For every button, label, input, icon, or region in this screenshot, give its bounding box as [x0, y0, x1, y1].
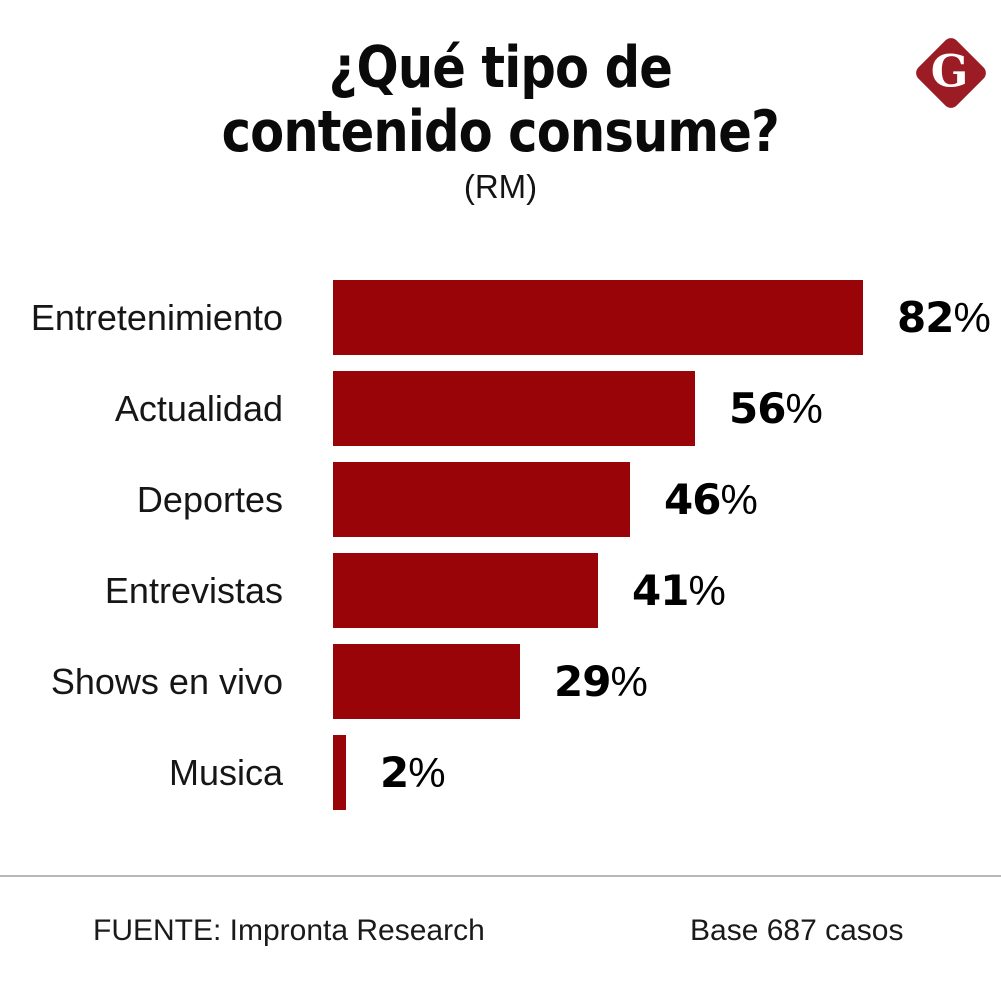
value-label: 41%	[632, 566, 726, 615]
value-unit: %	[610, 658, 648, 705]
bar	[333, 371, 695, 446]
value-unit: %	[720, 476, 758, 523]
bar	[333, 735, 346, 810]
chart-row: Actualidad 56%	[0, 371, 1001, 446]
value-number: 82	[897, 293, 954, 342]
category-label: Musica	[168, 751, 283, 793]
value-unit: %	[785, 385, 823, 432]
value-label: 56%	[729, 384, 823, 433]
value-unit: %	[953, 294, 991, 341]
chart-row: Shows en vivo 29%	[0, 644, 1001, 719]
value-number: 56	[729, 384, 786, 433]
value-unit: %	[688, 567, 726, 614]
bar-zone: 82%	[333, 280, 1001, 355]
bar-chart: Entretenimiento 82% Actualidad 56% Depor…	[0, 280, 1001, 826]
category-label: Entrevistas	[104, 569, 283, 611]
chart-title-line1: ¿Qué tipo de	[328, 35, 673, 101]
value-number: 46	[664, 475, 721, 524]
category-label: Deportes	[136, 478, 283, 520]
bar	[333, 280, 863, 355]
bar-zone: 46%	[333, 462, 1001, 537]
footer-source: FUENTE: Impronta Research	[93, 914, 485, 947]
bar-zone: 56%	[333, 371, 1001, 446]
category-label: Entretenimiento	[30, 296, 283, 338]
bar-zone: 29%	[333, 644, 1001, 719]
chart-row: Deportes 46%	[0, 462, 1001, 537]
value-label: 29%	[554, 657, 648, 706]
bar-zone: 41%	[333, 553, 1001, 628]
chart-row: Entrevistas 41%	[0, 553, 1001, 628]
bar	[333, 553, 598, 628]
value-number: 41	[632, 566, 689, 615]
logo-letter: G	[930, 46, 969, 98]
bar-zone: 2%	[333, 735, 1001, 810]
chart-title: ¿Qué tipo de contenido consume?	[0, 36, 1001, 164]
value-number: 2	[380, 748, 409, 797]
bar	[333, 462, 630, 537]
chart-row: Entretenimiento 82%	[0, 280, 1001, 355]
bar	[333, 644, 520, 719]
value-label: 46%	[664, 475, 758, 524]
category-label: Actualidad	[114, 387, 283, 429]
value-unit: %	[408, 749, 446, 796]
category-label: Shows en vivo	[50, 660, 283, 702]
footer-base-count: Base 687 casos	[690, 914, 904, 947]
value-label: 2%	[380, 748, 446, 797]
footer-divider	[0, 875, 1001, 877]
chart-title-line2: contenido consume?	[221, 99, 780, 165]
value-number: 29	[554, 657, 611, 706]
chart-subtitle: (RM)	[463, 168, 538, 205]
chart-row: Musica 2%	[0, 735, 1001, 810]
value-label: 82%	[897, 293, 991, 342]
